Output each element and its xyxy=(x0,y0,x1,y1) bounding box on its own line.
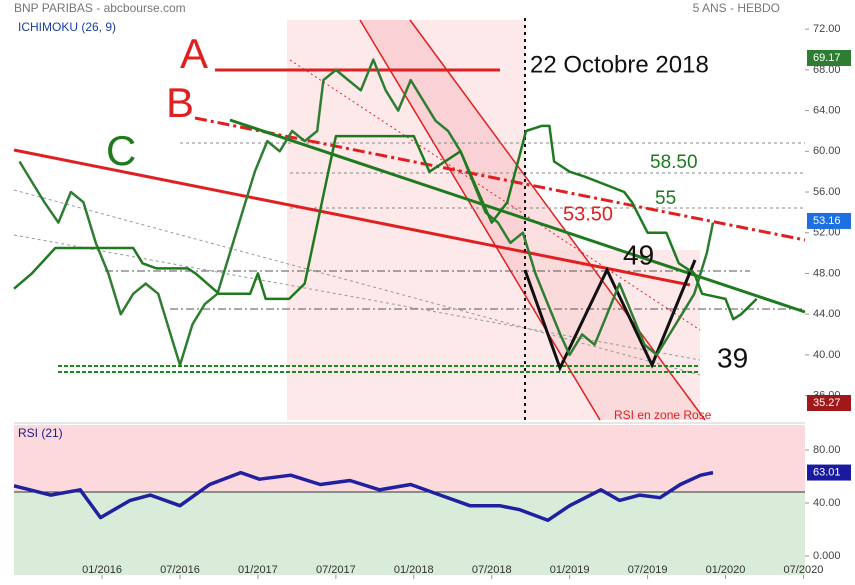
trend-line xyxy=(13,189,701,376)
header-title: BNP PARIBAS - abcbourse.com xyxy=(14,1,186,15)
annotation: 55 xyxy=(655,188,676,209)
zone-pink xyxy=(287,20,525,420)
x-tick-label: 01/2019 xyxy=(550,564,590,576)
y-tick-label: 72.00 xyxy=(813,23,841,35)
x-tick-label: 01/2016 xyxy=(82,564,122,576)
value-marker-label: 63.01 xyxy=(813,466,841,478)
value-marker-label: 69.17 xyxy=(813,52,841,64)
annotation: 39 xyxy=(717,342,748,373)
y-tick-label: 56.00 xyxy=(813,186,841,198)
x-tick-label: 07/2017 xyxy=(316,564,356,576)
series-line xyxy=(13,124,758,321)
rsi-zone-high xyxy=(14,425,805,492)
line-b xyxy=(194,116,806,242)
x-tick-label: 01/2020 xyxy=(706,564,746,576)
trend-red xyxy=(13,148,691,287)
value-marker xyxy=(807,464,851,481)
zone-pink xyxy=(525,250,700,420)
rsi-zone-low xyxy=(14,492,805,575)
annotation: 58.50 xyxy=(650,152,698,173)
panel-title: ICHIMOKU (26, 9) xyxy=(18,20,116,34)
value-marker-label: 53.16 xyxy=(813,215,841,227)
y-tick-label: 0.000 xyxy=(813,550,841,562)
x-tick-label: 07/2020 xyxy=(784,564,824,576)
rsi-panel: 80.00 40.00 0.000 63.01 xyxy=(13,444,851,562)
y-tick-label: 40.00 xyxy=(813,497,841,509)
value-marker xyxy=(807,212,851,229)
x-tick-label: 07/2019 xyxy=(628,564,668,576)
line-c xyxy=(229,118,806,314)
header-period: 5 ANS - HEBDO xyxy=(693,1,780,15)
price-panel: 72.00 68.00 64.00 60.00 56.00 52.00 48.00 44.00… xyxy=(13,23,851,412)
y-tick-label: 48.00 xyxy=(813,267,841,279)
annotation: RSI en zone Rose xyxy=(614,408,712,422)
value-marker-label: 35.27 xyxy=(813,397,841,409)
y-tick-label: 44.00 xyxy=(813,308,841,320)
x-tick-label: 07/2016 xyxy=(160,564,200,576)
value-marker xyxy=(807,49,851,66)
y-tick-label: 80.00 xyxy=(813,444,841,456)
annotation: 22 Octobre 2018 xyxy=(530,51,709,78)
y-tick-label: 40.00 xyxy=(813,349,841,361)
series-line xyxy=(13,470,714,523)
y-tick-label: 60.00 xyxy=(813,145,841,157)
w-pattern xyxy=(523,259,697,372)
annotation: B xyxy=(166,79,194,126)
series-line xyxy=(18,58,715,367)
value-marker xyxy=(807,395,851,412)
y-tick-label: 64.00 xyxy=(813,105,841,117)
annotation: 49 xyxy=(623,239,654,270)
annotation: A xyxy=(180,30,208,77)
channel-line xyxy=(359,19,601,421)
channel-line xyxy=(289,59,701,331)
y-tick-label: 68.00 xyxy=(813,64,841,76)
trend-line xyxy=(13,234,701,361)
y-tick-label: 52.00 xyxy=(813,227,841,239)
panel-title: RSI (21) xyxy=(18,426,63,440)
x-tick-label: 07/2018 xyxy=(472,564,512,576)
x-tick-label: 01/2018 xyxy=(394,564,434,576)
annotation: C xyxy=(106,127,136,174)
x-tick-label: 01/2017 xyxy=(238,564,278,576)
annotation: 53.50 xyxy=(563,203,613,225)
